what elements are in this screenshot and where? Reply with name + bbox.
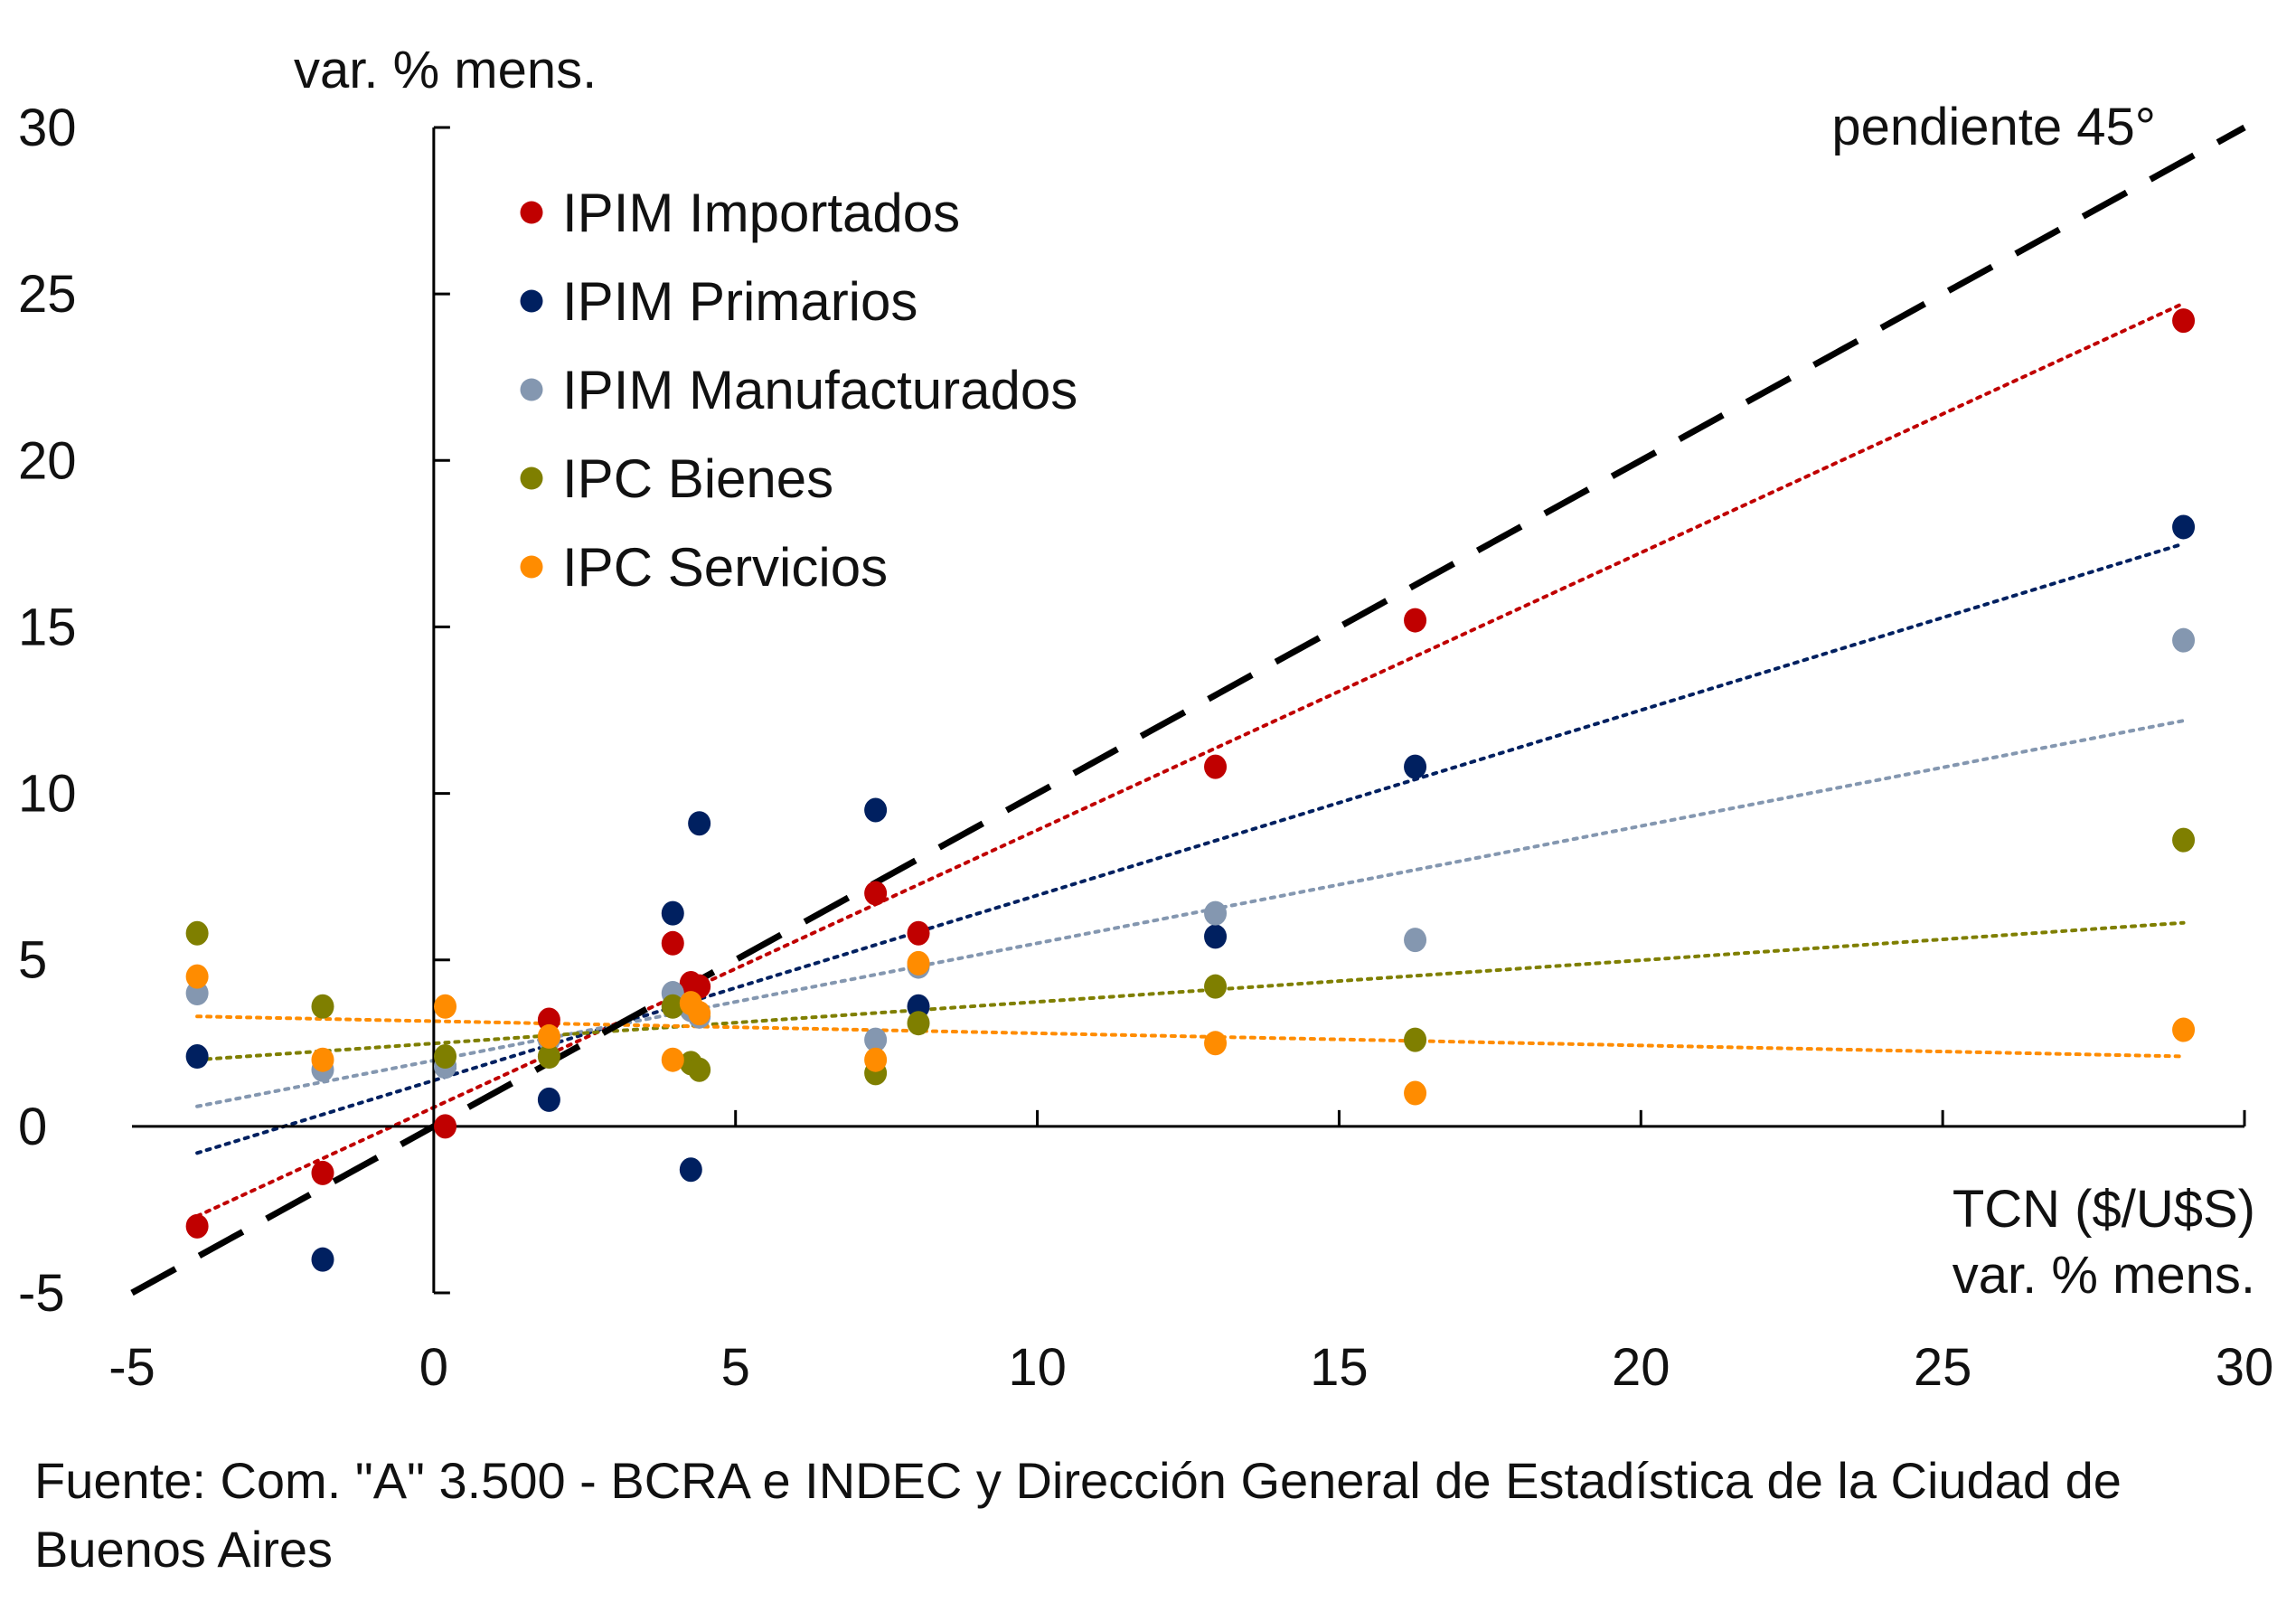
data-point (2172, 1017, 2196, 1042)
data-point (185, 920, 209, 946)
data-point (434, 1044, 457, 1070)
data-point (1404, 1027, 1427, 1052)
data-point (2172, 514, 2196, 540)
data-point (907, 1011, 930, 1036)
data-point (2172, 308, 2196, 334)
legend: IPIM Importados IPIM Primarios IPIM Manufa… (520, 183, 1077, 598)
data-point (311, 1160, 334, 1185)
data-point (2172, 827, 2196, 853)
data-point (311, 1047, 334, 1072)
legend-label: IPC Servicios (562, 537, 888, 598)
x-tick-label: -5 (108, 1338, 155, 1397)
data-point (1204, 900, 1228, 926)
data-point (1204, 1031, 1228, 1056)
data-point (864, 881, 888, 906)
legend-marker (520, 467, 543, 490)
data-point (1404, 608, 1427, 633)
data-point (434, 994, 457, 1019)
data-point (1404, 928, 1427, 953)
data-point (864, 1027, 888, 1052)
x-tick-label: 5 (721, 1338, 750, 1397)
x-tick-label: 10 (1008, 1338, 1067, 1397)
y-tick-label: 0 (18, 1098, 47, 1156)
data-point (311, 1247, 334, 1272)
x-tick-label: 30 (2216, 1338, 2274, 1397)
y-tick-label: -5 (18, 1264, 65, 1323)
data-point (311, 994, 334, 1019)
x-tick-label: 15 (1310, 1338, 1369, 1397)
data-point (185, 1044, 209, 1070)
trend-line (195, 301, 2186, 1219)
trend-lines (195, 301, 2186, 1219)
data-point (434, 1114, 457, 1139)
legend-marker (520, 201, 543, 224)
x-tick-label: 20 (1612, 1338, 1670, 1397)
data-points (185, 308, 2196, 1272)
data-point (864, 1047, 888, 1072)
data-point (679, 1157, 702, 1183)
source-footnote: Fuente: Com. "A" 3.500 - BCRA e INDEC y … (34, 1452, 2122, 1578)
slope-annotation: pendiente 45° (1831, 98, 2156, 156)
tick-labels: -5 0 5 10 15 20 25 30 -5 0 5 10 15 20 25 30 (18, 99, 2273, 1397)
data-point (185, 964, 209, 989)
data-point (864, 797, 888, 823)
data-point (2172, 627, 2196, 653)
data-point (688, 1001, 711, 1026)
trend-line (195, 1014, 2186, 1059)
data-point (1204, 924, 1228, 949)
data-point (1404, 1080, 1427, 1106)
legend-marker (520, 555, 543, 579)
y-tick-label: 15 (18, 598, 77, 656)
data-point (185, 1213, 209, 1239)
y-tick-label: 10 (18, 765, 77, 824)
trend-line (195, 920, 2186, 1062)
x-axis-label-line2: var. % mens. (1953, 1246, 2255, 1305)
data-point (537, 1087, 560, 1112)
legend-label: IPC Bienes (562, 448, 833, 509)
legend-label: IPIM Manufacturados (562, 360, 1077, 420)
legend-label: IPIM Importados (562, 183, 960, 243)
data-point (1204, 754, 1228, 779)
reference-line-45 (130, 124, 2246, 1296)
data-point (537, 1023, 560, 1049)
scatter-chart: -5 0 5 10 15 20 25 30 -5 0 5 10 15 20 25 30 IPIM Import… (18, 41, 2273, 1397)
legend-marker (520, 289, 543, 313)
y-tick-label: 5 (18, 931, 47, 990)
data-point (1404, 754, 1427, 779)
data-point (661, 1047, 684, 1072)
y-tick-label: 20 (18, 431, 77, 490)
data-point (537, 1044, 560, 1070)
x-axis-label-line1: TCN ($/U$S) (1953, 1180, 2255, 1239)
data-point (688, 811, 711, 836)
data-point (907, 920, 930, 946)
axes (132, 126, 2246, 1295)
trend-line (195, 719, 2186, 1108)
y-tick-label: 25 (18, 265, 77, 324)
data-point (661, 930, 684, 956)
y-axis-label: var. % mens. (294, 41, 597, 99)
data-point (661, 994, 684, 1019)
x-tick-label: 25 (1914, 1338, 1972, 1397)
trend-line (195, 542, 2186, 1155)
data-point (661, 900, 684, 926)
data-point (688, 1057, 711, 1082)
y-tick-label: 30 (18, 99, 77, 157)
x-tick-label: 0 (419, 1338, 448, 1397)
data-point (907, 950, 930, 976)
legend-label: IPIM Primarios (562, 271, 917, 332)
legend-marker (520, 378, 543, 401)
data-point (1204, 974, 1228, 999)
